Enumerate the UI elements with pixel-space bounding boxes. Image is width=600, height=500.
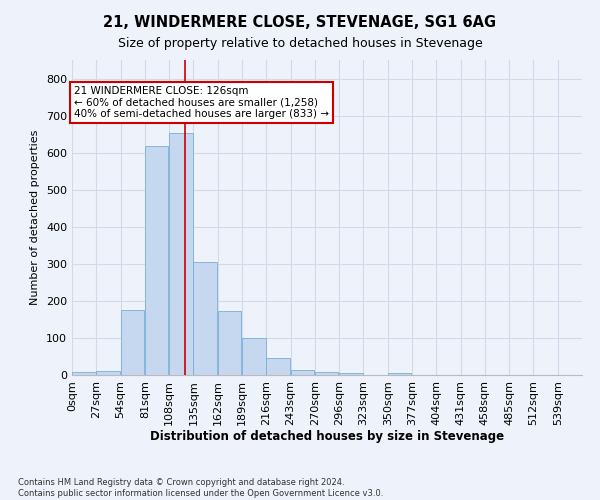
Bar [388, 373, 411, 375]
Text: 21, WINDERMERE CLOSE, STEVENAGE, SG1 6AG: 21, WINDERMERE CLOSE, STEVENAGE, SG1 6AG [103, 15, 497, 30]
Text: Size of property relative to detached houses in Stevenage: Size of property relative to detached ho… [118, 38, 482, 51]
Bar [339, 373, 362, 375]
Bar [193, 262, 217, 375]
Bar [72, 372, 95, 375]
Bar [145, 146, 169, 375]
Bar [290, 370, 314, 375]
Bar [169, 134, 193, 375]
Bar [315, 372, 338, 375]
Bar [96, 370, 120, 375]
Bar [242, 338, 266, 375]
Bar [218, 312, 241, 375]
Bar [266, 358, 290, 375]
Y-axis label: Number of detached properties: Number of detached properties [31, 130, 40, 305]
X-axis label: Distribution of detached houses by size in Stevenage: Distribution of detached houses by size … [150, 430, 504, 444]
Text: 21 WINDERMERE CLOSE: 126sqm
← 60% of detached houses are smaller (1,258)
40% of : 21 WINDERMERE CLOSE: 126sqm ← 60% of det… [74, 86, 329, 119]
Text: Contains HM Land Registry data © Crown copyright and database right 2024.
Contai: Contains HM Land Registry data © Crown c… [18, 478, 383, 498]
Bar [121, 310, 144, 375]
